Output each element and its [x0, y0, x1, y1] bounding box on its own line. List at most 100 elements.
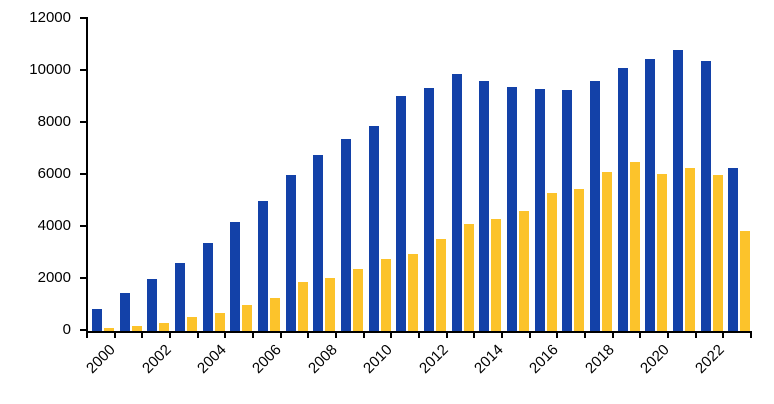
x-axis-tick [113, 333, 116, 338]
bar-blue-2005 [230, 222, 241, 331]
y-axis-tick [80, 121, 86, 123]
bar-blue-2018 [590, 81, 601, 331]
bar-blue-2008 [313, 155, 324, 331]
x-axis-tick [501, 333, 504, 338]
x-axis-tick [667, 333, 670, 338]
bar-blue-2010 [368, 126, 379, 331]
x-axis-tick-label: 2000 [83, 341, 120, 377]
bar-yellow-2001 [131, 326, 142, 331]
x-axis-tick [169, 333, 171, 338]
bar-yellow-2004 [214, 313, 225, 331]
bar-yellow-2005 [242, 305, 253, 331]
y-axis-tick-label: 10000 [29, 61, 71, 78]
x-axis-tick [196, 333, 199, 338]
x-axis-tick [86, 333, 88, 338]
x-axis-tick-label: 2018 [581, 341, 618, 377]
bar-yellow-2022 [712, 175, 723, 331]
x-axis-tick-label: 2020 [636, 341, 673, 377]
y-axis-tick [80, 173, 86, 175]
bar-blue-2003 [175, 263, 185, 331]
bar-blue-2022 [700, 61, 711, 331]
x-axis-tick-label: 2012 [415, 341, 452, 377]
x-axis-tick [418, 333, 421, 338]
bar-blue-2007 [285, 175, 296, 331]
x-axis-tick [252, 333, 255, 338]
bar-yellow-2014 [491, 219, 502, 331]
x-axis-tick-label: 2008 [304, 341, 341, 377]
x-axis-tick [445, 333, 448, 338]
bar-blue-2015 [507, 87, 518, 331]
bar-yellow-2017 [574, 189, 585, 331]
bar-yellow-2010 [380, 259, 391, 331]
x-axis-tick-label: 2010 [360, 341, 396, 377]
bar-yellow-2002 [159, 323, 170, 331]
y-axis-tick [80, 277, 86, 279]
x-axis-tick-label: 2006 [249, 341, 286, 377]
x-axis-line [86, 331, 753, 333]
x-axis-tick-label: 2004 [194, 341, 230, 377]
x-axis-tick [473, 333, 476, 338]
y-axis-tick-label: 4000 [37, 217, 71, 234]
bar-blue-2004 [202, 243, 213, 331]
x-axis-tick [141, 333, 144, 338]
x-axis-tick [750, 333, 753, 338]
y-axis-tick-label: 0 [62, 321, 71, 338]
x-axis-tick [528, 333, 531, 338]
x-axis-tick [390, 333, 393, 338]
bar-yellow-2009 [353, 269, 364, 331]
y-axis-tick-label: 2000 [37, 269, 71, 286]
bar-yellow-2020 [657, 174, 668, 331]
bar-blue-2019 [617, 68, 628, 331]
x-axis-tick-label: 2014 [470, 341, 507, 377]
bar-blue-2009 [341, 139, 352, 331]
x-axis-tick [279, 333, 282, 338]
bar-blue-2016 [534, 89, 545, 331]
bar-blue-2017 [562, 90, 573, 331]
x-axis-tick [639, 333, 642, 338]
bar-yellow-2016 [546, 193, 557, 331]
x-axis-tick-label: 2016 [526, 341, 562, 377]
bar-yellow-2015 [519, 211, 530, 331]
bar-blue-2014 [479, 81, 490, 331]
bar-yellow-2003 [187, 317, 197, 331]
x-axis-tick [335, 333, 338, 338]
bar-blue-2013 [451, 74, 462, 331]
bar-yellow-2023 [740, 231, 751, 331]
y-axis-tick [80, 225, 86, 227]
x-axis-tick-label: 2002 [138, 341, 175, 377]
y-axis-tick [80, 69, 86, 71]
y-axis-tick-label: 6000 [37, 165, 71, 182]
bar-yellow-2021 [685, 168, 696, 331]
bar-blue-2000 [92, 309, 102, 331]
bar-yellow-2011 [408, 254, 419, 331]
bar-blue-2011 [396, 96, 407, 331]
x-axis-tick [224, 333, 227, 338]
bar-yellow-2000 [104, 328, 114, 331]
x-axis-tick [556, 333, 559, 338]
y-axis-tick-label: 12000 [29, 9, 71, 26]
bar-yellow-2008 [325, 278, 336, 331]
bar-blue-2006 [258, 201, 269, 331]
bar-yellow-2013 [463, 224, 474, 331]
bar-blue-2020 [645, 59, 656, 331]
bar-blue-2012 [424, 88, 435, 331]
bar-yellow-2007 [297, 282, 308, 331]
x-axis-tick [611, 333, 614, 338]
x-axis-tick [362, 333, 365, 338]
x-axis-tick [307, 333, 310, 338]
bar-blue-2021 [673, 50, 684, 331]
bar-yellow-2006 [270, 298, 281, 331]
bar-blue-2002 [147, 279, 158, 331]
y-axis-tick [80, 329, 86, 331]
x-axis-tick-label: 2022 [692, 341, 728, 377]
bar-blue-2023 [728, 168, 739, 331]
bar-yellow-2019 [629, 162, 640, 331]
x-axis-tick [694, 333, 697, 338]
y-axis-line [86, 17, 88, 333]
bar-yellow-2012 [436, 239, 447, 331]
x-axis-tick [722, 333, 725, 338]
bar-yellow-2018 [602, 172, 613, 331]
y-axis-tick [80, 17, 86, 19]
